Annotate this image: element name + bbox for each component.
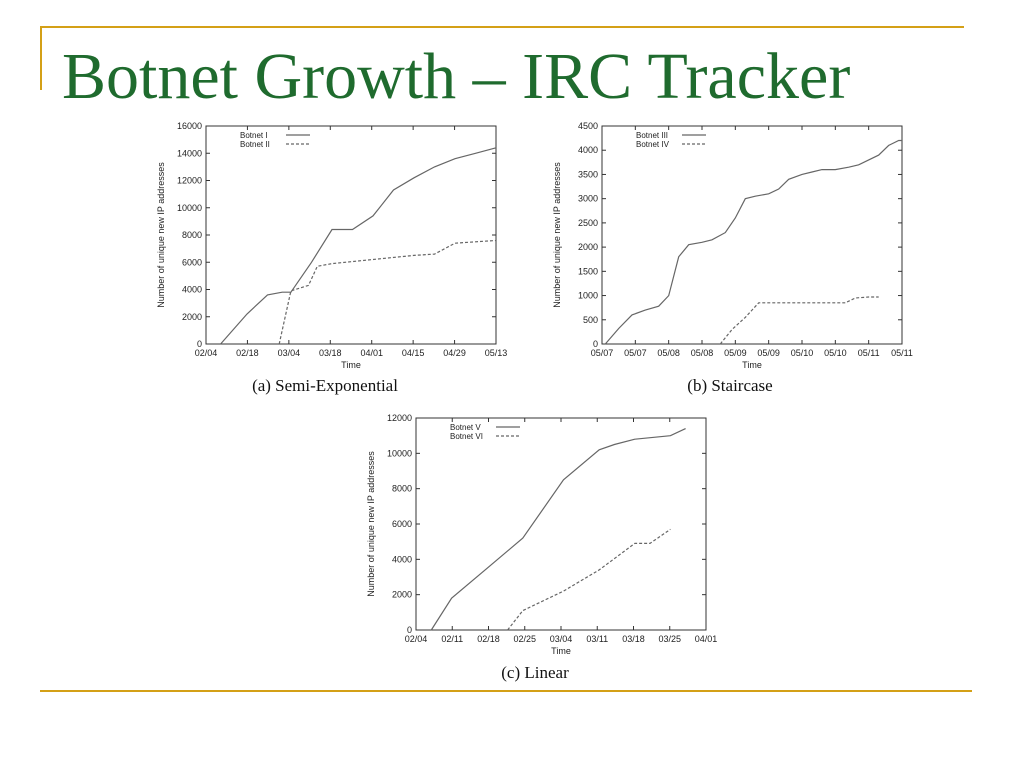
x-tick-label: 02/18 [236,348,259,358]
legend-label: Botnet VI [450,432,483,441]
legend-label: Botnet III [636,131,668,140]
legend-label: Botnet II [240,140,270,149]
y-tick-label: 1000 [578,291,598,301]
y-tick-label: 2000 [578,242,598,252]
y-tick-label: 4000 [182,285,202,295]
x-tick-label: 03/04 [550,634,573,644]
x-tick-label: 03/25 [658,634,681,644]
plot-frame [601,125,903,345]
y-tick-label: 3000 [578,194,598,204]
x-axis-label: Time [551,646,571,656]
x-tick-label: 02/04 [405,634,428,644]
y-axis-label: Number of unique new IP addresses [366,451,376,597]
x-tick-label: 02/11 [441,634,463,644]
x-tick-label: 02/18 [477,634,500,644]
x-tick-label: 02/04 [195,348,218,358]
plot-frame [415,417,707,631]
chart-staircase: 0 500 1000 1500 2000 2500 3000 3500 4000 4500 05/0… [540,118,920,403]
top-accent-line [40,26,964,28]
chart-b-svg: 0 500 1000 1500 2000 2500 3000 3500 4000 4500 05/0… [552,121,913,370]
series-line-1 [430,428,686,631]
x-tick-label: 05/07 [624,348,647,358]
y-tick-label: 3500 [578,169,598,179]
x-tick-label: 03/18 [622,634,645,644]
y-tick-label: 4000 [578,145,598,155]
series-line-2 [719,296,879,345]
y-tick-label: 12000 [387,413,412,423]
x-tick-label: 05/11 [858,348,880,358]
x-tick-label: 03/11 [586,634,608,644]
chart-caption: (b) Staircase [687,376,773,395]
y-tick-label: 500 [583,315,598,325]
x-axis-label: Time [742,360,762,370]
y-tick-label: 0 [407,625,412,635]
x-tick-label: 05/13 [485,348,508,358]
x-tick-label: 04/01 [360,348,383,358]
slide-title: Botnet Growth – IRC Tracker [62,40,851,113]
series-line-1 [220,147,497,345]
x-tick-label: 04/15 [402,348,425,358]
y-tick-label: 4500 [578,121,598,131]
y-tick-label: 0 [197,339,202,349]
y-tick-label: 6000 [182,257,202,267]
legend-label: Botnet IV [636,140,670,149]
x-tick-label: 04/01 [695,634,718,644]
y-tick-label: 12000 [177,176,202,186]
x-tick-label: 05/08 [691,348,714,358]
y-tick-label: 14000 [177,148,202,158]
y-tick-label: 8000 [392,484,412,494]
x-tick-label: 05/08 [657,348,680,358]
chart-caption: (c) Linear [501,663,569,682]
x-tick-label: 03/04 [278,348,301,358]
chart-linear: 0 2000 4000 6000 8000 10000 12000 02/04 02/11 02/… [350,410,720,690]
x-tick-label: 05/09 [724,348,747,358]
x-tick-label: 03/18 [319,348,342,358]
y-tick-label: 8000 [182,230,202,240]
y-tick-label: 16000 [177,121,202,131]
left-accent-line [40,26,42,90]
bottom-accent-line [40,690,972,692]
y-tick-label: 1500 [578,266,598,276]
x-axis-label: Time [341,360,361,370]
y-axis-label: Number of unique new IP addresses [552,162,562,308]
y-tick-label: 2000 [182,312,202,322]
chart-semi-exponential: 0 2000 4000 6000 8000 10000 12000 14000 16000 02/… [140,118,510,403]
x-tick-label: 05/10 [824,348,847,358]
y-tick-label: 10000 [177,203,202,213]
y-tick-label: 2000 [392,590,412,600]
chart-a-svg: 0 2000 4000 6000 8000 10000 12000 14000 16000 02/… [156,121,508,370]
x-tick-label: 05/07 [591,348,614,358]
y-tick-label: 0 [593,339,598,349]
series-line-2 [507,528,671,631]
x-tick-label: 02/25 [513,634,536,644]
x-tick-label: 04/29 [443,348,466,358]
y-tick-label: 10000 [387,448,412,458]
series-line-2 [278,239,497,345]
series-line-1 [604,139,902,345]
chart-caption: (a) Semi-Exponential [252,376,398,395]
x-tick-label: 05/09 [757,348,780,358]
x-tick-label: 05/10 [791,348,814,358]
chart-c-svg: 0 2000 4000 6000 8000 10000 12000 02/04 02/11 02/… [366,413,718,656]
legend-label: Botnet I [240,131,268,140]
y-tick-label: 6000 [392,519,412,529]
y-tick-label: 2500 [578,218,598,228]
legend-label: Botnet V [450,423,481,432]
y-axis-label: Number of unique new IP addresses [156,162,166,308]
x-tick-label: 05/11 [891,348,913,358]
y-tick-label: 4000 [392,554,412,564]
